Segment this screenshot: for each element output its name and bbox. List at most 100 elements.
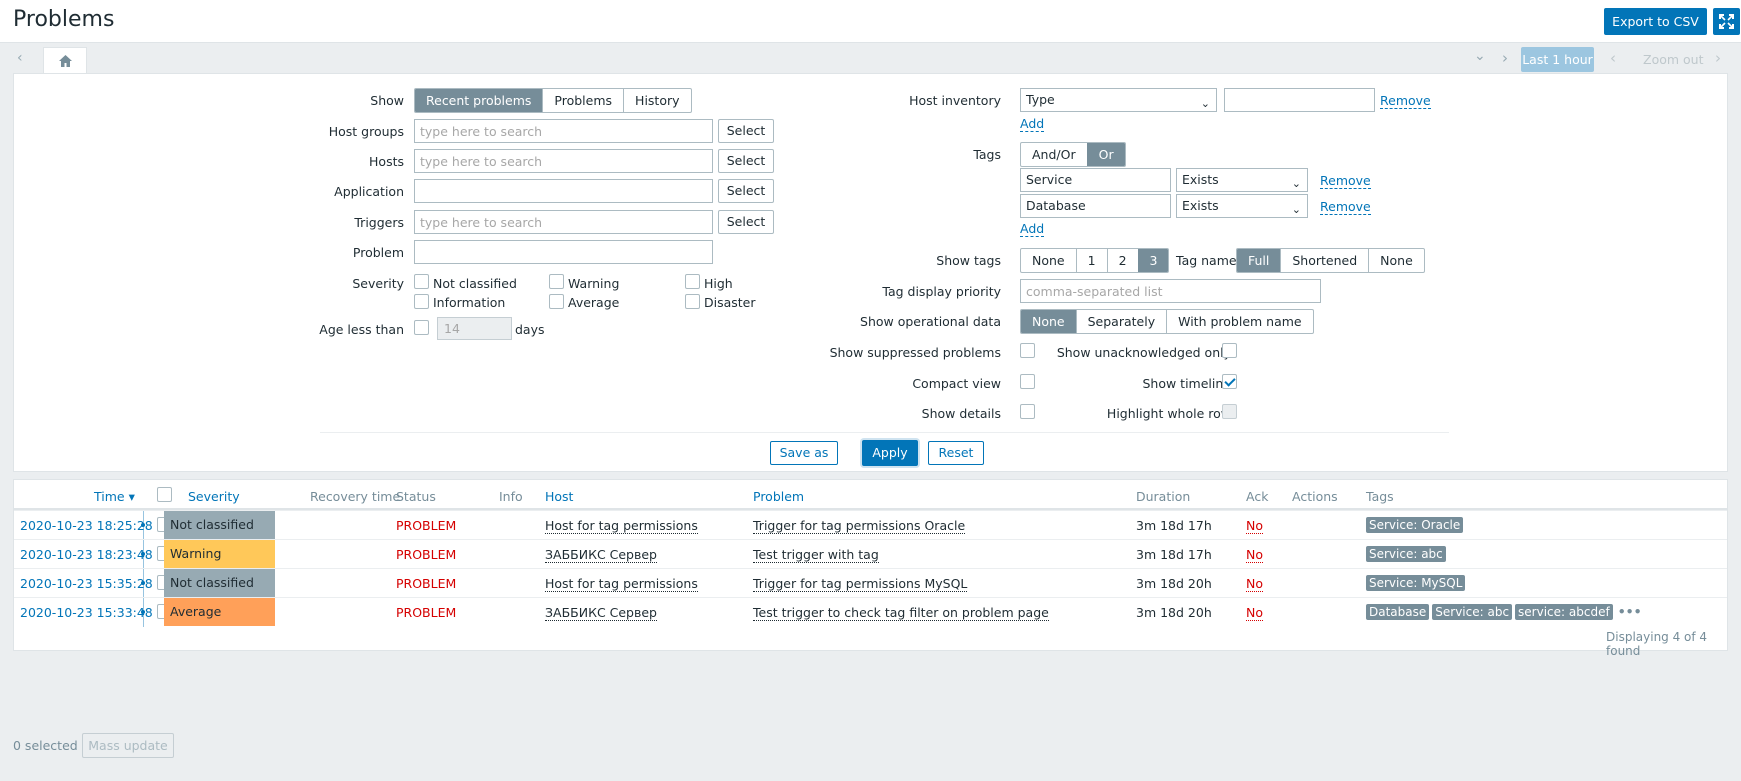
- problem-link[interactable]: Test trigger with tag: [753, 547, 879, 563]
- severity-warning-checkbox[interactable]: [549, 274, 564, 289]
- show-recent-problems[interactable]: Recent problems: [415, 89, 543, 112]
- tag-priority-input[interactable]: [1020, 279, 1321, 303]
- problem-link[interactable]: Trigger for tag permissions Oracle: [753, 518, 966, 534]
- show-tags-1[interactable]: 1: [1075, 249, 1107, 272]
- tags-mode-or[interactable]: Or: [1086, 143, 1125, 166]
- select-all-checkbox[interactable]: [157, 487, 172, 502]
- host-link[interactable]: ЗАББИКС Сервер: [545, 547, 657, 563]
- hosts-select-button[interactable]: Select: [718, 149, 774, 173]
- show-tags-3[interactable]: 3: [1137, 249, 1169, 272]
- export-csv-button[interactable]: Export to CSV: [1604, 8, 1707, 35]
- host-groups-input[interactable]: [414, 119, 713, 143]
- col-problem[interactable]: Problem: [753, 489, 805, 504]
- tags-mode-andor[interactable]: And/Or: [1032, 147, 1076, 162]
- col-time[interactable]: Time ▾: [94, 489, 135, 504]
- chevron-down-icon[interactable]: ⌄: [1474, 48, 1486, 64]
- show-problems[interactable]: Problems: [542, 89, 623, 112]
- time-link[interactable]: 2020-10-23 15:33:48: [20, 605, 153, 620]
- tag-operator-select[interactable]: Exists ⌄: [1176, 168, 1308, 192]
- age-checkbox[interactable]: [414, 320, 429, 335]
- inventory-value-input[interactable]: [1224, 88, 1375, 112]
- zoom-out-button[interactable]: Zoom out: [1643, 52, 1704, 67]
- reset-button[interactable]: Reset: [928, 441, 984, 465]
- tag-add-link[interactable]: Add: [1020, 221, 1045, 237]
- tag-name-shortened[interactable]: Shortened: [1280, 249, 1368, 272]
- severity-average-checkbox[interactable]: [549, 294, 564, 309]
- more-tags-icon[interactable]: •••: [1617, 604, 1642, 619]
- ack-link[interactable]: No: [1246, 605, 1263, 621]
- severity-average-label: Average: [568, 295, 620, 310]
- fullscreen-button[interactable]: [1713, 8, 1740, 35]
- col-actions: Actions: [1292, 489, 1338, 504]
- problem-input[interactable]: [414, 240, 713, 264]
- severity-high-checkbox[interactable]: [685, 274, 700, 289]
- host-link[interactable]: Host for tag permissions: [545, 518, 698, 534]
- col-severity[interactable]: Severity: [188, 489, 240, 504]
- tag-operator-select[interactable]: Exists ⌄: [1176, 194, 1308, 218]
- show-tags-2[interactable]: 2: [1106, 249, 1138, 272]
- tabs-prev-icon[interactable]: ‹: [17, 50, 23, 66]
- host-groups-select-button[interactable]: Select: [718, 119, 774, 143]
- ack-link[interactable]: No: [1246, 576, 1263, 592]
- timeline-dot: [141, 610, 145, 614]
- time-back-icon[interactable]: ‹: [1610, 49, 1616, 67]
- time-forward-icon[interactable]: ›: [1715, 49, 1721, 67]
- tag-remove-link[interactable]: Remove: [1320, 173, 1371, 189]
- problem-link[interactable]: Test trigger to check tag filter on prob…: [753, 605, 1049, 621]
- time-period-button[interactable]: Last 1 hour: [1521, 47, 1594, 72]
- highlight-checkbox: [1222, 404, 1237, 419]
- table-row: 2020-10-23 15:35:28 Not classified PROBLEM…: [14, 568, 1727, 597]
- details-checkbox[interactable]: [1020, 404, 1035, 419]
- severity-not-classified-label: Not classified: [433, 276, 517, 291]
- ack-link[interactable]: No: [1246, 547, 1263, 563]
- triggers-input[interactable]: [414, 210, 713, 234]
- severity-not-classified-checkbox[interactable]: [414, 274, 429, 289]
- compact-checkbox[interactable]: [1020, 374, 1035, 389]
- tag-name-input[interactable]: Database: [1020, 194, 1171, 218]
- save-as-button[interactable]: Save as: [770, 441, 838, 465]
- unack-checkbox[interactable]: [1222, 343, 1237, 358]
- time-link[interactable]: 2020-10-23 15:35:28: [20, 576, 153, 591]
- tag-name-full[interactable]: Full: [1237, 249, 1281, 272]
- details-label: Show details: [921, 406, 1001, 421]
- severity-label: Severity: [352, 276, 404, 291]
- inventory-remove-link[interactable]: Remove: [1380, 93, 1431, 109]
- tag-name-input[interactable]: Service: [1020, 168, 1171, 192]
- opdata-none[interactable]: None: [1021, 310, 1076, 333]
- problems-table: Time ▾ Severity Recovery time Status Inf…: [13, 479, 1728, 658]
- col-status: Status: [396, 489, 436, 504]
- time-link[interactable]: 2020-10-23 18:25:28: [20, 518, 153, 533]
- tag-name-none[interactable]: None: [1368, 249, 1424, 272]
- ack-link[interactable]: No: [1246, 518, 1263, 534]
- tab-home[interactable]: [43, 47, 87, 75]
- application-select-button[interactable]: Select: [718, 179, 774, 203]
- application-input[interactable]: [414, 179, 713, 203]
- host-link[interactable]: ЗАББИКС Сервер: [545, 605, 657, 621]
- tag-remove-link[interactable]: Remove: [1320, 199, 1371, 215]
- filter-tabs-bar: ‹ ⌄ › Last 1 hour ‹ Zoom out ›: [13, 43, 1728, 75]
- triggers-select-button[interactable]: Select: [718, 210, 774, 234]
- tags-cell: Service: abc: [1366, 546, 1449, 562]
- severity-information-checkbox[interactable]: [414, 294, 429, 309]
- time-link[interactable]: 2020-10-23 18:23:48: [20, 547, 153, 562]
- time-next-icon[interactable]: ›: [1502, 49, 1508, 67]
- severity-disaster-label: Disaster: [704, 295, 756, 310]
- tags-label: Tags: [973, 147, 1001, 162]
- suppressed-checkbox[interactable]: [1020, 343, 1035, 358]
- severity-cell: Not classified: [164, 511, 275, 539]
- inventory-add-link[interactable]: Add: [1020, 116, 1045, 132]
- host-link[interactable]: Host for tag permissions: [545, 576, 698, 592]
- inventory-field-select[interactable]: Type ⌄: [1020, 88, 1217, 112]
- col-host[interactable]: Host: [545, 489, 574, 504]
- apply-button[interactable]: Apply: [862, 440, 918, 466]
- severity-disaster-checkbox[interactable]: [685, 294, 700, 309]
- opdata-with-problem-name[interactable]: With problem name: [1166, 310, 1313, 333]
- show-tags-none[interactable]: None: [1032, 253, 1065, 268]
- timeline-checkbox[interactable]: [1222, 374, 1237, 389]
- show-history[interactable]: History: [623, 89, 690, 112]
- opdata-separately[interactable]: Separately: [1075, 310, 1166, 333]
- table-footer-count: Displaying 4 of 4 found: [1606, 630, 1708, 658]
- problem-link[interactable]: Trigger for tag permissions MySQL: [753, 576, 968, 592]
- age-days-input[interactable]: 14: [437, 317, 512, 340]
- hosts-input[interactable]: [414, 149, 713, 173]
